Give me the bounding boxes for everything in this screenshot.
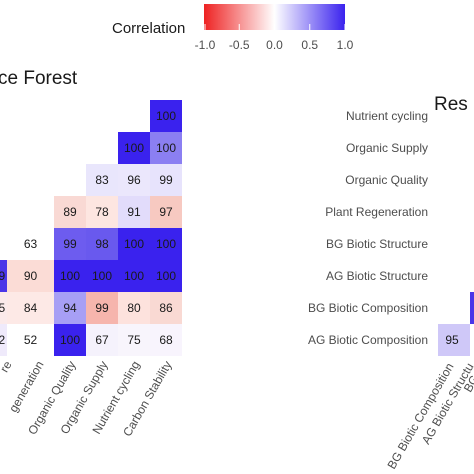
heatmap-cell (118, 260, 150, 292)
cell-value-label: 100 (124, 237, 144, 251)
heatmap-cell (150, 292, 182, 324)
cell-value-label: 78 (95, 205, 109, 219)
legend: Correlation -1.0 -0.5 0.0 0.5 1.0 (112, 4, 354, 52)
cell-value-label: 92 (0, 333, 5, 347)
cell-value-label: 100 (156, 141, 176, 155)
heatmap-cell (150, 100, 182, 132)
heatmap-cell (7, 292, 54, 324)
cell-value-label: 95 (445, 333, 459, 347)
y-tick-label: BG Biotic Structure (326, 237, 428, 251)
y-tick-label: AG Biotic Structure (326, 269, 428, 283)
cell-value-label: 96 (127, 173, 141, 187)
heatmap-cell (118, 196, 150, 228)
cell-value-label: 90 (24, 269, 38, 283)
heatmap-cell (86, 292, 118, 324)
heatmap-cell (54, 196, 86, 228)
cell-value-label: 86 (159, 301, 173, 315)
cell-value-label: 84 (24, 301, 38, 315)
cell-value-label: 52 (24, 333, 38, 347)
y-tick-label: Organic Supply (346, 141, 428, 155)
legend-tick-label: -0.5 (229, 38, 250, 52)
cell-value-label: 68 (159, 333, 173, 347)
heatmap-cell (150, 260, 182, 292)
heatmap-cell (0, 324, 7, 356)
cell-value-label: 97 (159, 205, 173, 219)
heatmap-cell (150, 228, 182, 260)
heatmap-cell (150, 196, 182, 228)
cell-value-label: 100 (156, 269, 176, 283)
heatmap-cell (86, 164, 118, 196)
cell-value-label: 99 (95, 301, 109, 315)
y-tick-label: AG Biotic Composition (308, 333, 428, 347)
heatmap-cell (54, 292, 86, 324)
cell-value-label: 100 (60, 269, 80, 283)
heatmap-cell (54, 228, 86, 260)
res-panel-title: Res (434, 94, 468, 115)
cell-value-label: 98 (95, 237, 109, 251)
cell-value-label: 75 (127, 333, 141, 347)
cell-value-label: 89 (63, 205, 77, 219)
legend-title: Correlation (112, 20, 185, 37)
heatmap-cell (7, 324, 54, 356)
cell-value-label: 67 (95, 333, 109, 347)
heatmap-cell (0, 260, 7, 292)
cell-value-label: 99 (159, 173, 173, 187)
heatmap-cell (86, 324, 118, 356)
cell-value-label: 99 (0, 269, 5, 283)
cell-value-label: 100 (92, 269, 112, 283)
heatmap-cell (150, 324, 182, 356)
legend-tick-label: -1.0 (195, 38, 216, 52)
y-tick-label: Nutrient cycling (346, 109, 428, 123)
cell-value-label: 80 (127, 301, 141, 315)
legend-tick-label: 1.0 (337, 38, 354, 52)
y-tick-label: Organic Quality (345, 173, 428, 187)
heatmap-cell (118, 324, 150, 356)
forest-panel-title: ce Forest (0, 68, 78, 89)
heatmap-cell (54, 324, 86, 356)
heatmap-cell (438, 324, 470, 356)
cell-value-label: 65 (0, 301, 5, 315)
cell-value-label: 91 (127, 205, 141, 219)
heatmap-cell (118, 164, 150, 196)
heatmap-cell (7, 260, 54, 292)
heatmap-cell (54, 260, 86, 292)
heatmap-cell (0, 292, 7, 324)
heatmap-cell (86, 260, 118, 292)
cell-value-label: 94 (63, 301, 77, 315)
legend-tick-label: 0.5 (301, 38, 318, 52)
forest-panel: ce Forest 100 100 100 83 96 99 89 78 91 97 63 99 98 1… (0, 68, 182, 439)
cell-value-label: 63 (24, 237, 38, 251)
y-tick-label: Plant Regeneration (325, 205, 428, 219)
y-tick-label: BG Biotic Composition (308, 301, 428, 315)
heatmap-cell (118, 132, 150, 164)
heatmap-cell (470, 292, 474, 324)
heatmap-cell (86, 196, 118, 228)
heatmap-cell (150, 132, 182, 164)
heatmap-cell (86, 228, 118, 260)
cell-value-label: 100 (124, 269, 144, 283)
cell-value-label: 100 (124, 141, 144, 155)
heatmap-cell (118, 292, 150, 324)
cell-value-label: 100 (60, 333, 80, 347)
heatmap-cell (7, 228, 54, 260)
cell-value-label: 83 (95, 173, 109, 187)
legend-tick-label: 0.0 (266, 38, 283, 52)
cell-value-label: 100 (156, 237, 176, 251)
x-tick-label: re (0, 358, 15, 375)
cell-value-label: 100 (156, 109, 176, 123)
cell-value-label: 99 (63, 237, 77, 251)
res-panel: Res Nutrient cycling Organic Supply Organi… (308, 94, 474, 471)
heatmap-cell (118, 228, 150, 260)
heatmap-cell (150, 164, 182, 196)
